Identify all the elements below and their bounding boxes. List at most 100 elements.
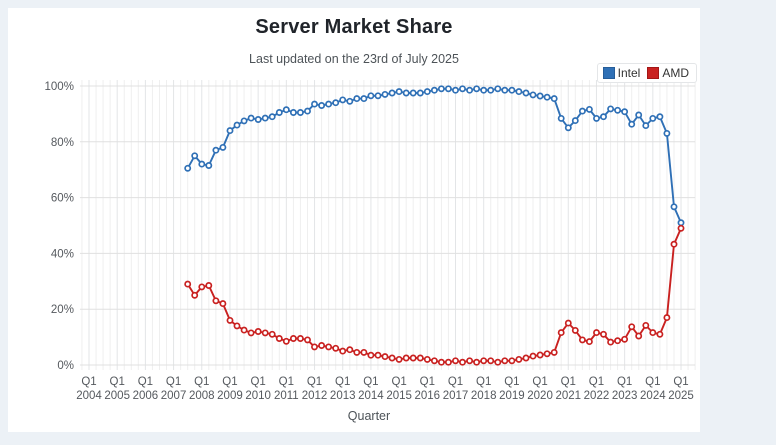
- intel-data-point[interactable]: [205, 162, 213, 169]
- intel-data-point[interactable]: [487, 86, 495, 94]
- intel-data-point[interactable]: [480, 86, 488, 94]
- intel-data-point[interactable]: [614, 106, 622, 114]
- amd-data-point[interactable]: [409, 354, 417, 362]
- amd-data-point[interactable]: [677, 224, 685, 232]
- intel-data-point[interactable]: [501, 86, 509, 94]
- intel-data-point[interactable]: [381, 90, 389, 98]
- amd-data-point[interactable]: [607, 338, 615, 346]
- amd-data-point[interactable]: [480, 357, 488, 365]
- amd-data-point[interactable]: [388, 354, 396, 362]
- amd-data-point[interactable]: [332, 344, 340, 352]
- intel-data-point[interactable]: [635, 111, 643, 119]
- intel-data-point[interactable]: [339, 96, 347, 104]
- amd-data-point[interactable]: [261, 329, 269, 337]
- intel-data-point[interactable]: [275, 109, 283, 116]
- intel-data-point[interactable]: [395, 88, 403, 96]
- intel-data-point[interactable]: [677, 219, 685, 227]
- intel-data-point[interactable]: [353, 95, 361, 103]
- intel-data-point[interactable]: [585, 105, 593, 113]
- amd-data-point[interactable]: [219, 300, 227, 308]
- intel-data-point[interactable]: [184, 164, 192, 172]
- amd-data-point[interactable]: [339, 347, 347, 355]
- amd-data-point[interactable]: [275, 335, 283, 342]
- amd-data-point[interactable]: [212, 297, 220, 305]
- intel-data-point[interactable]: [191, 152, 199, 160]
- intel-data-point[interactable]: [444, 85, 452, 93]
- intel-data-point[interactable]: [332, 99, 340, 107]
- amd-data-point[interactable]: [473, 358, 481, 366]
- amd-data-point[interactable]: [444, 358, 452, 366]
- intel-data-point[interactable]: [557, 114, 565, 122]
- amd-data-point[interactable]: [466, 357, 474, 365]
- intel-data-point[interactable]: [226, 127, 234, 135]
- amd-data-point[interactable]: [459, 358, 466, 366]
- intel-data-point[interactable]: [254, 116, 262, 123]
- amd-data-point[interactable]: [515, 355, 523, 363]
- intel-data-point[interactable]: [325, 100, 333, 108]
- intel-data-point[interactable]: [543, 93, 551, 101]
- amd-data-point[interactable]: [205, 282, 213, 289]
- amd-data-point[interactable]: [635, 332, 643, 340]
- intel-data-point[interactable]: [416, 89, 424, 97]
- amd-data-point[interactable]: [184, 280, 192, 288]
- amd-data-point[interactable]: [649, 329, 657, 337]
- amd-data-point[interactable]: [395, 355, 403, 363]
- amd-data-point[interactable]: [663, 314, 671, 322]
- intel-data-point[interactable]: [522, 89, 530, 97]
- intel-data-point[interactable]: [494, 85, 502, 93]
- legend-item-amd[interactable]: AMD: [647, 66, 689, 80]
- intel-data-point[interactable]: [459, 85, 466, 93]
- intel-data-point[interactable]: [515, 88, 523, 96]
- amd-data-point[interactable]: [416, 354, 424, 362]
- intel-data-point[interactable]: [642, 122, 650, 130]
- intel-data-point[interactable]: [219, 143, 227, 151]
- intel-data-point[interactable]: [607, 105, 615, 113]
- amd-data-point[interactable]: [381, 353, 389, 361]
- legend-item-intel[interactable]: Intel: [602, 66, 640, 80]
- intel-data-point[interactable]: [536, 92, 544, 100]
- intel-data-point[interactable]: [529, 91, 537, 99]
- intel-data-point[interactable]: [289, 109, 297, 116]
- amd-data-point[interactable]: [304, 336, 311, 344]
- intel-data-point[interactable]: [550, 95, 558, 103]
- amd-data-point[interactable]: [311, 343, 318, 351]
- intel-data-point[interactable]: [268, 113, 276, 121]
- intel-data-point[interactable]: [346, 97, 354, 105]
- amd-data-point[interactable]: [585, 338, 593, 346]
- intel-data-point[interactable]: [247, 114, 255, 122]
- intel-data-point[interactable]: [402, 89, 410, 97]
- amd-data-point[interactable]: [346, 346, 354, 354]
- amd-data-point[interactable]: [536, 351, 544, 359]
- intel-data-point[interactable]: [466, 86, 474, 94]
- amd-data-point[interactable]: [628, 323, 636, 331]
- intel-data-point[interactable]: [212, 146, 220, 154]
- amd-data-point[interactable]: [402, 354, 410, 362]
- intel-data-point[interactable]: [311, 100, 318, 108]
- amd-data-point[interactable]: [593, 329, 600, 337]
- amd-data-point[interactable]: [191, 291, 199, 299]
- intel-data-point[interactable]: [282, 106, 290, 114]
- amd-data-point[interactable]: [198, 283, 206, 291]
- amd-data-point[interactable]: [522, 354, 530, 362]
- amd-data-point[interactable]: [325, 343, 333, 351]
- amd-data-point[interactable]: [282, 337, 290, 345]
- amd-data-point[interactable]: [247, 329, 255, 337]
- amd-data-point[interactable]: [557, 329, 565, 337]
- intel-data-point[interactable]: [593, 114, 600, 122]
- amd-data-point[interactable]: [656, 330, 664, 338]
- amd-data-point[interactable]: [318, 342, 326, 349]
- amd-data-point[interactable]: [564, 319, 572, 327]
- intel-data-point[interactable]: [423, 88, 431, 96]
- amd-data-point[interactable]: [614, 337, 622, 345]
- amd-data-point[interactable]: [233, 322, 241, 330]
- intel-data-point[interactable]: [663, 129, 671, 137]
- intel-data-point[interactable]: [374, 92, 382, 100]
- amd-data-point[interactable]: [452, 357, 459, 365]
- intel-data-point[interactable]: [318, 102, 326, 109]
- amd-data-point[interactable]: [571, 326, 579, 334]
- intel-data-point[interactable]: [649, 114, 657, 122]
- amd-data-point[interactable]: [529, 352, 537, 360]
- intel-data-point[interactable]: [367, 92, 375, 100]
- intel-data-point[interactable]: [360, 95, 368, 103]
- amd-data-point[interactable]: [353, 348, 361, 356]
